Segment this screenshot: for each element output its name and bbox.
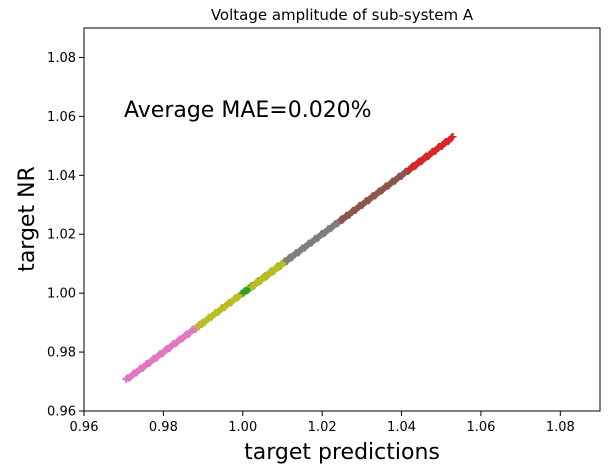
y-axis-ticks: 0.96 0.98 1.00 1.02 1.04 1.06 1.08 <box>47 51 84 420</box>
x-tick-label: 1.06 <box>466 420 495 435</box>
scatter-series <box>122 319 207 384</box>
x-tick-label: 1.04 <box>387 420 416 435</box>
scatter-series <box>193 284 255 331</box>
y-tick-label: 1.08 <box>47 51 76 66</box>
y-axis-label: target NR <box>15 166 40 272</box>
scatter-series <box>405 133 457 174</box>
plot-frame <box>83 27 601 412</box>
y-tick-label: 0.96 <box>47 405 76 420</box>
x-tick-label: 0.96 <box>70 420 99 435</box>
data-point <box>449 133 457 141</box>
y-tick-label: 1.04 <box>47 169 76 184</box>
x-tick-label: 0.98 <box>149 420 178 435</box>
annotation: Average MAE=0.020% <box>124 98 372 123</box>
chart-title: Voltage amplitude of sub-system A <box>211 6 474 24</box>
data-points <box>122 133 457 384</box>
x-tick-label: 1.00 <box>228 420 257 435</box>
y-tick-label: 0.98 <box>47 346 76 361</box>
y-tick-label: 1.00 <box>47 287 76 302</box>
scatter-series <box>282 215 348 265</box>
x-axis-label: target predictions <box>244 440 440 465</box>
x-tick-label: 1.08 <box>546 420 575 435</box>
y-tick-label: 1.02 <box>47 228 76 243</box>
x-axis-ticks: 0.96 0.98 1.00 1.02 1.04 1.06 1.08 <box>70 411 575 435</box>
x-tick-label: 1.02 <box>308 420 337 435</box>
y-tick-label: 1.06 <box>47 110 76 125</box>
